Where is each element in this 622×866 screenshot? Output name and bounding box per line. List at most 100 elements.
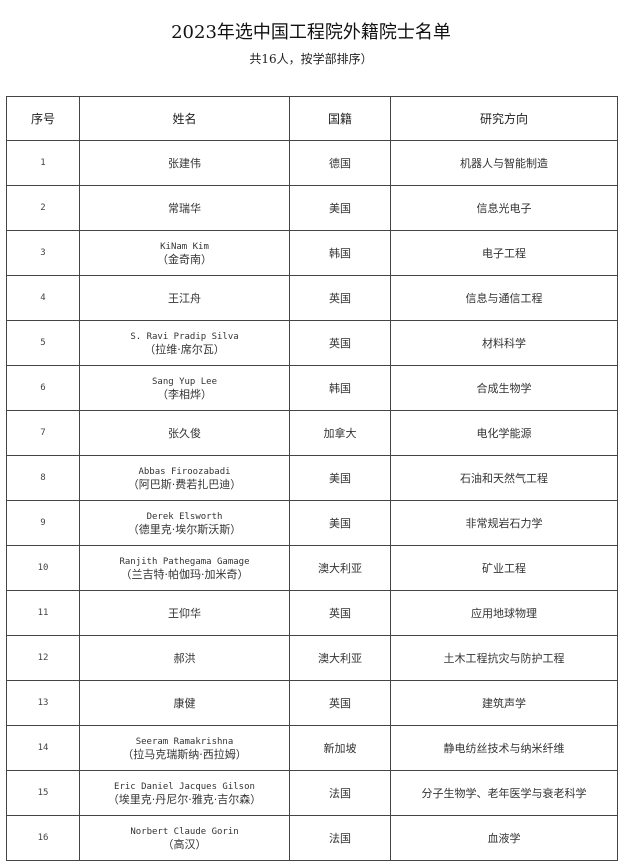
cell-number: 15 [6, 770, 80, 816]
cell-number: 14 [6, 725, 80, 771]
cell-number: 3 [6, 230, 80, 276]
cell-name: Derek Elsworth （德里克·埃尔斯沃斯） [79, 500, 290, 546]
cell-name: 常瑞华 [79, 185, 290, 231]
cell-number: 12 [6, 635, 80, 681]
header-name: 姓名 [79, 96, 290, 141]
cell-name: 张久俊 [79, 410, 290, 456]
table-row: 2 常瑞华 美国 信息光电子 [6, 185, 618, 231]
table-row: 16 Norbert Claude Gorin （高汉） 法国 血液学 [6, 815, 618, 861]
cell-country: 美国 [289, 185, 391, 231]
cell-country: 德国 [289, 140, 391, 186]
table-row: 1 张建伟 德国 机器人与智能制造 [6, 140, 618, 186]
name-chinese: 王仰华 [168, 606, 201, 620]
name-chinese: （埃里克·丹尼尔·雅克·吉尔森） [107, 792, 262, 806]
cell-field: 分子生物学、老年医学与衰老科学 [390, 770, 618, 816]
cell-country: 美国 [289, 500, 391, 546]
name-chinese: （德里克·埃尔斯沃斯） [127, 522, 242, 536]
name-chinese: （拉维·席尔瓦） [144, 342, 225, 356]
cell-name: Sang Yup Lee （李相烨） [79, 365, 290, 411]
cell-field: 静电纺丝技术与纳米纤维 [390, 725, 618, 771]
cell-country: 英国 [289, 320, 391, 366]
cell-name: 王仰华 [79, 590, 290, 636]
name-english: Sang Yup Lee [151, 376, 218, 387]
name-english: Seeram Ramakrishna [135, 736, 234, 747]
cell-number: 1 [6, 140, 80, 186]
cell-field: 电子工程 [390, 230, 618, 276]
name-chinese: 康健 [173, 696, 196, 710]
cell-number: 8 [6, 455, 80, 501]
table-row: 10 Ranjith Pathegama Gamage （兰吉特·帕伽玛·加米奇）澳… [6, 545, 618, 591]
name-english: Eric Daniel Jacques Gilson [114, 781, 255, 792]
cell-field: 信息光电子 [390, 185, 618, 231]
cell-name: S. Ravi Pradip Silva （拉维·席尔瓦） [79, 320, 290, 366]
cell-field: 矿业工程 [390, 545, 618, 591]
academician-table: 序号 姓名 国籍 研究方向 1 张建伟 德国 机器人与智能制造 2 常瑞华 美国 信息光电子 3… [6, 96, 618, 861]
name-chinese: 常瑞华 [168, 201, 201, 215]
name-chinese: （金奇南） [157, 252, 212, 266]
table-row: 6 Sang Yup Lee （李相烨） 韩国 合成生物学 [6, 365, 618, 411]
cell-country: 新加坡 [289, 725, 391, 771]
table-row: 9 Derek Elsworth （德里克·埃尔斯沃斯） 美国 非常规岩石力学 [6, 500, 618, 546]
name-chinese: （兰吉特·帕伽玛·加米奇） [120, 567, 249, 581]
cell-field: 血液学 [390, 815, 618, 861]
table-row: 14 Seeram Ramakrishna （拉马克瑞斯纳·西拉姆） 新加坡 静电纺丝技… [6, 725, 618, 771]
table-row: 4 王江舟 英国 信息与通信工程 [6, 275, 618, 321]
name-english: Ranjith Pathegama Gamage [119, 556, 250, 567]
cell-country: 法国 [289, 770, 391, 816]
name-chinese: 张建伟 [168, 156, 201, 170]
name-chinese: （拉马克瑞斯纳·西拉姆） [122, 747, 247, 761]
cell-country: 英国 [289, 590, 391, 636]
cell-name: 康健 [79, 680, 290, 726]
cell-number: 9 [6, 500, 80, 546]
name-english: Derek Elsworth [146, 511, 223, 522]
cell-field: 电化学能源 [390, 410, 618, 456]
cell-number: 11 [6, 590, 80, 636]
table-row: 7 张久俊 加拿大 电化学能源 [6, 410, 618, 456]
cell-number: 6 [6, 365, 80, 411]
cell-number: 13 [6, 680, 80, 726]
name-chinese: （李相烨） [157, 387, 212, 401]
cell-name: Norbert Claude Gorin （高汉） [79, 815, 290, 861]
cell-name: 王江舟 [79, 275, 290, 321]
cell-country: 加拿大 [289, 410, 391, 456]
name-english: Norbert Claude Gorin [130, 826, 239, 837]
header-field: 研究方向 [390, 96, 618, 141]
cell-name: Ranjith Pathegama Gamage （兰吉特·帕伽玛·加米奇） [79, 545, 290, 591]
name-chinese: 王江舟 [168, 291, 201, 305]
page-title: 2023年选中国工程院外籍院士名单 [171, 22, 451, 43]
cell-number: 16 [6, 815, 80, 861]
cell-field: 材料科学 [390, 320, 618, 366]
cell-number: 2 [6, 185, 80, 231]
cell-country: 韩国 [289, 230, 391, 276]
page-subtitle: 共16人，按学部排序） [249, 52, 373, 66]
cell-country: 英国 [289, 275, 391, 321]
cell-name: 张建伟 [79, 140, 290, 186]
cell-name: 郝洪 [79, 635, 290, 681]
cell-name: Abbas Firoozabadi （阿巴斯·费若扎巴迪） [79, 455, 290, 501]
cell-name: Seeram Ramakrishna （拉马克瑞斯纳·西拉姆） [79, 725, 290, 771]
table-row: 11 王仰华 英国 应用地球物理 [6, 590, 618, 636]
header-number: 序号 [6, 96, 80, 141]
cell-name: Eric Daniel Jacques Gilson （埃里克·丹尼尔·雅克·吉尔… [79, 770, 290, 816]
cell-country: 澳大利亚 [289, 635, 391, 681]
cell-field: 建筑声学 [390, 680, 618, 726]
name-chinese: （高汉） [162, 837, 207, 851]
cell-country: 英国 [289, 680, 391, 726]
cell-name: KiNam Kim （金奇南） [79, 230, 290, 276]
name-english: Abbas Firoozabadi [138, 466, 231, 477]
cell-field: 机器人与智能制造 [390, 140, 618, 186]
cell-country: 法国 [289, 815, 391, 861]
name-english: S. Ravi Pradip Silva [130, 331, 239, 342]
cell-country: 韩国 [289, 365, 391, 411]
cell-field: 应用地球物理 [390, 590, 618, 636]
table-row: 3 KiNam Kim （金奇南） 韩国 电子工程 [6, 230, 618, 276]
cell-field: 信息与通信工程 [390, 275, 618, 321]
cell-number: 4 [6, 275, 80, 321]
table-row: 15 Eric Daniel Jacques Gilson （埃里克·丹尼尔·雅克·… [6, 770, 618, 816]
cell-number: 5 [6, 320, 80, 366]
cell-country: 美国 [289, 455, 391, 501]
name-chinese: （阿巴斯·费若扎巴迪） [127, 477, 242, 491]
table-row: 5 S. Ravi Pradip Silva （拉维·席尔瓦） 英国 材料科学 [6, 320, 618, 366]
cell-field: 土木工程抗灾与防护工程 [390, 635, 618, 681]
cell-field: 非常规岩石力学 [390, 500, 618, 546]
